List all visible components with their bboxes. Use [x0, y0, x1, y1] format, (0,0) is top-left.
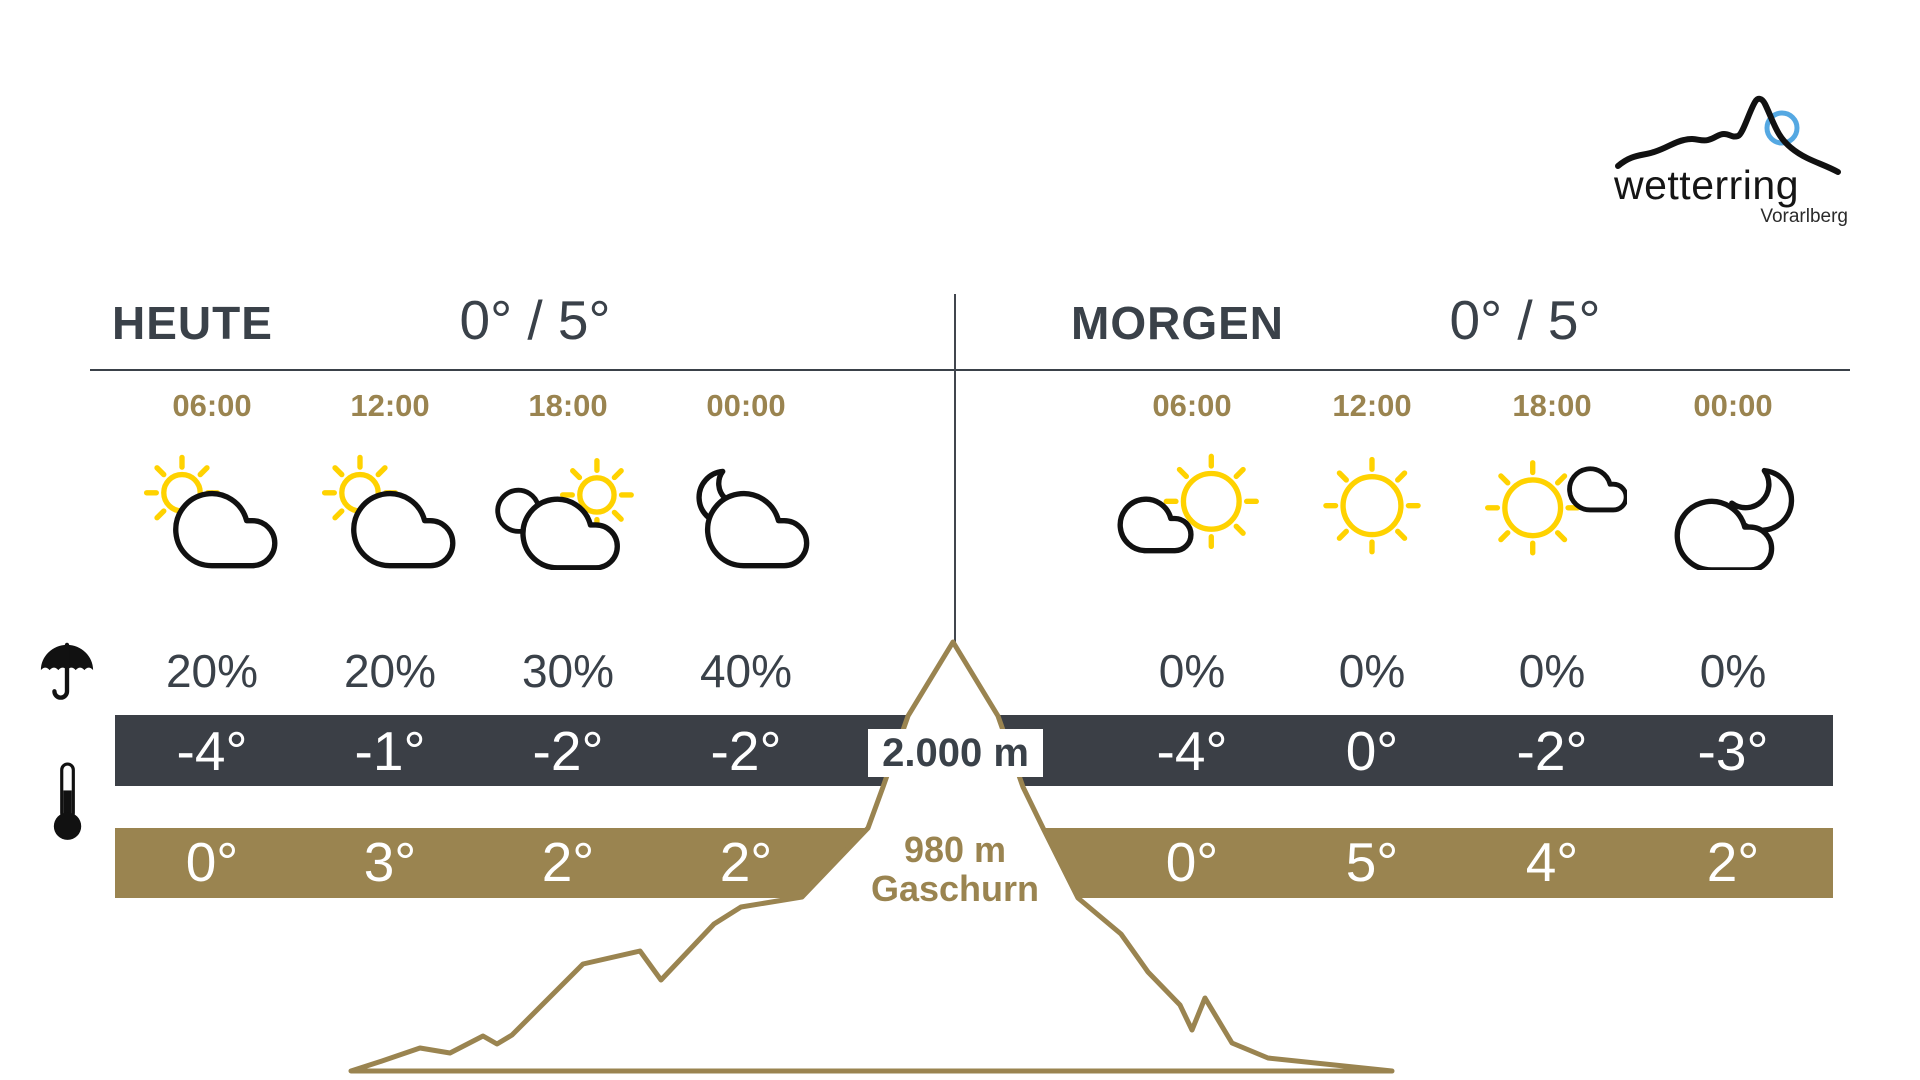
temp-upper: -4° — [1156, 720, 1228, 782]
lower-elevation-height: 980 m — [903, 829, 1007, 870]
sun-behind-cloud-icon — [321, 454, 456, 569]
morgen-minmax: 0° / 5° — [1449, 289, 1601, 351]
upper-elevation-label: 2.000 m — [868, 729, 1043, 777]
lower-elevation-label: 980 m Gaschurn — [835, 830, 1075, 908]
moon-cloud-icon — [696, 468, 810, 569]
pop-value: 30% — [521, 645, 615, 697]
pop-value: 0% — [1518, 645, 1586, 697]
header-divider-line — [90, 369, 1850, 371]
weather-icon — [1643, 452, 1823, 578]
temp-lower: 2° — [541, 831, 595, 893]
pop-value: 20% — [165, 645, 259, 697]
time-label: 12:00 — [1332, 388, 1412, 423]
pop-value: 40% — [699, 645, 793, 697]
weather-icon — [1102, 452, 1282, 578]
thermometer-icon — [52, 762, 82, 847]
weather-icon — [122, 452, 302, 578]
temp-upper: -1° — [354, 720, 426, 782]
temp-lower: 2° — [719, 831, 773, 893]
temp-upper: 0° — [1345, 720, 1399, 782]
cloud-moon-icon — [1674, 467, 1795, 570]
time-label: 00:00 — [706, 388, 786, 423]
morgen-title: MORGEN — [1071, 297, 1284, 349]
sun-behind-cloud-icon — [143, 454, 278, 569]
time-label: 18:00 — [1512, 388, 1592, 423]
sun-behind-clouds-icon — [495, 457, 634, 570]
pop-value: 20% — [343, 645, 437, 697]
temp-lower: 5° — [1345, 831, 1399, 893]
weather-icon — [1462, 452, 1642, 578]
wetterring-logo: wetterring Vorarlberg — [1612, 90, 1862, 240]
pop-value: 0% — [1158, 645, 1226, 697]
temp-upper: -2° — [1516, 720, 1588, 782]
time-label: 12:00 — [350, 388, 430, 423]
temp-lower: 0° — [1165, 831, 1219, 893]
pop-value: 0% — [1338, 645, 1406, 697]
cloud-sun-icon — [1117, 453, 1259, 554]
time-label: 00:00 — [1693, 388, 1773, 423]
time-label: 06:00 — [1152, 388, 1232, 423]
logo-mountain-icon — [1615, 95, 1841, 175]
weather-icon — [1282, 452, 1462, 578]
center-divider-line — [954, 294, 956, 646]
pop-value: 0% — [1699, 645, 1767, 697]
sun-icon — [1323, 456, 1421, 555]
weather-icon — [300, 452, 480, 578]
logo-region-text: Vorarlberg — [1760, 206, 1848, 227]
weather-icon — [656, 452, 836, 578]
heute-title: HEUTE — [112, 297, 273, 349]
time-label: 06:00 — [172, 388, 252, 423]
temp-upper: -2° — [532, 720, 604, 782]
temp-upper: -3° — [1697, 720, 1769, 782]
temp-upper: -4° — [176, 720, 248, 782]
temp-lower: 3° — [363, 831, 417, 893]
temp-upper: -2° — [710, 720, 782, 782]
heute-minmax: 0° / 5° — [459, 289, 611, 351]
logo-brand-text: wetterring — [1614, 162, 1800, 208]
time-label: 18:00 — [528, 388, 608, 423]
lower-elevation-place: Gaschurn — [870, 868, 1040, 909]
temp-lower: 4° — [1525, 831, 1579, 893]
sun-small-cloud-icon — [1485, 460, 1627, 556]
temp-lower: 0° — [185, 831, 239, 893]
weather-icon — [478, 452, 658, 578]
temp-lower: 2° — [1706, 831, 1760, 893]
umbrella-icon — [38, 640, 96, 709]
